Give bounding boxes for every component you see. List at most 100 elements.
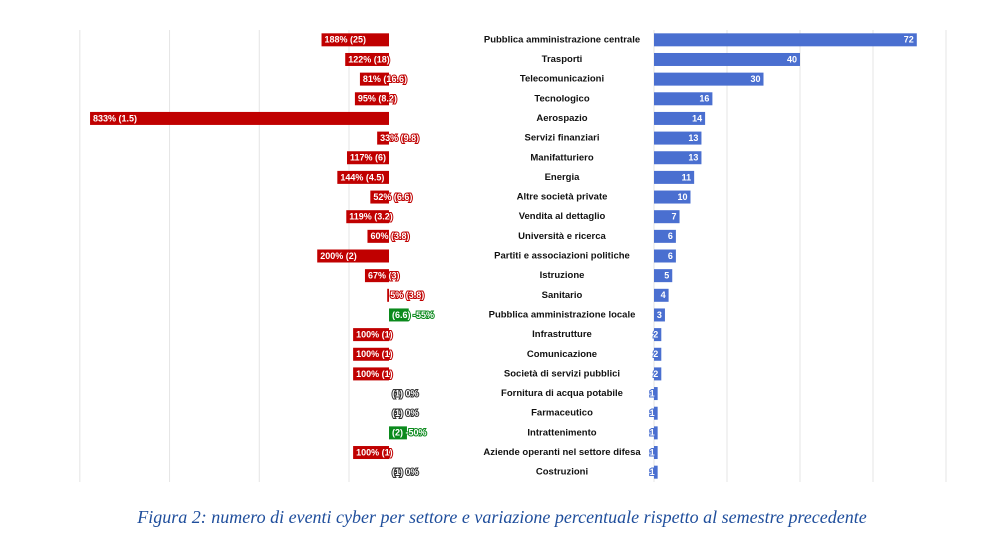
change-label: 95% (8.2) [358,94,397,104]
change-label: 833% (1.5) [93,113,137,123]
change-bar [353,367,389,381]
change-bar [353,347,389,361]
change-label: 52% (6.6) [373,192,412,202]
category-label: Società di servizi pubblici [504,368,620,379]
count-label: 40 [787,54,797,64]
category-label: Comunicazione [527,349,597,360]
count-bar [654,92,713,106]
change-bar [359,72,389,86]
category-label: Costruzioni [536,467,588,478]
change-label: 100% (1) [356,329,393,339]
category-label: Manifatturiero [530,152,594,163]
count-label: 30 [750,74,760,84]
count-bar [654,387,658,401]
change-label: (6.6) -55% [392,310,434,320]
count-bar [654,308,665,322]
category-label: Telecomunicazioni [520,74,604,85]
category-label: Vendita al dettaglio [519,211,606,222]
change-bar [317,249,389,263]
count-bar [654,210,680,224]
count-bar [654,249,676,263]
category-label: Istruzione [540,270,585,281]
count-bar [654,131,702,145]
category-label: Energia [545,172,581,183]
count-bar [654,328,662,342]
count-bar [654,269,673,283]
count-bar [654,151,702,165]
count-label: 6 [668,251,673,261]
count-label: 1 [650,428,655,438]
change-label: 5% (3.8) [390,290,424,300]
count-bar [654,406,658,420]
count-bar [654,347,662,361]
change-bar [367,229,389,243]
count-bar [654,288,669,302]
change-label: 122% (18) [348,54,390,64]
count-label: 6 [668,231,673,241]
change-bar [364,269,389,283]
count-label: 4 [661,290,666,300]
count-label: 2 [653,349,658,359]
category-label: Intrattenimento [527,427,596,438]
change-label: 33% (9.8) [380,133,419,143]
count-bar [654,111,706,125]
change-label: 117% (6) [350,153,386,163]
category-label: Infrastrutture [532,329,592,340]
change-label: 100% (1) [356,369,393,379]
count-label: 1 [650,447,655,457]
change-label: 200% (2) [320,251,357,261]
count-label: 13 [688,153,698,163]
change-label: 144% (4.5) [340,172,384,182]
count-label: 13 [688,133,698,143]
category-label: Partiti e associazioni politiche [494,251,630,262]
count-label: 1 [650,388,655,398]
change-label: (1) 0% [392,388,419,398]
change-label: (2) -50% [392,428,427,438]
change-bar [377,131,389,145]
count-bar [654,170,695,184]
change-label: 60% (3.8) [370,231,409,241]
change-label: 81% (16.6) [363,74,407,84]
count-bar [654,426,658,440]
category-label: Altre società private [517,192,608,203]
count-label: 2 [653,329,658,339]
count-label: 72 [904,35,914,45]
change-label: 188% (25) [325,35,367,45]
change-label: (1) 0% [392,408,419,418]
change-bar [354,92,389,106]
change-bar [389,426,407,440]
count-bar [654,229,676,243]
caption: Figura 2: numero di eventi cyber per set… [136,507,866,527]
count-label: 5 [664,271,669,281]
category-label: Università e ricerca [518,231,606,242]
change-label: (1) 0% [392,467,419,477]
change-bar [321,33,389,47]
change-bar [389,308,409,322]
count-label: 14 [692,113,702,123]
count-label: 7 [672,212,677,222]
category-label: Sanitario [542,290,583,301]
count-label: 10 [677,192,687,202]
count-bar [654,465,658,479]
change-bar [387,288,389,302]
count-label: 2 [653,369,658,379]
change-bar [337,170,389,184]
category-label: Servizi finanziari [525,133,600,144]
count-bar [654,33,917,47]
change-bar [347,151,389,165]
change-label: 67% (3) [368,271,400,281]
change-bar [370,190,389,204]
change-bar [90,111,389,125]
count-bar [654,446,658,460]
count-label: 3 [657,310,662,320]
category-label: Trasporti [542,54,583,65]
category-label: Aerospazio [536,113,587,124]
count-label: 11 [682,172,692,182]
category-label: Farmaceutico [531,408,593,419]
category-label: Aziende operanti nel settore difesa [483,447,641,458]
change-bar [353,446,389,460]
change-label: 100% (1) [356,349,393,359]
change-bar [353,328,389,342]
count-label: 16 [699,94,709,104]
